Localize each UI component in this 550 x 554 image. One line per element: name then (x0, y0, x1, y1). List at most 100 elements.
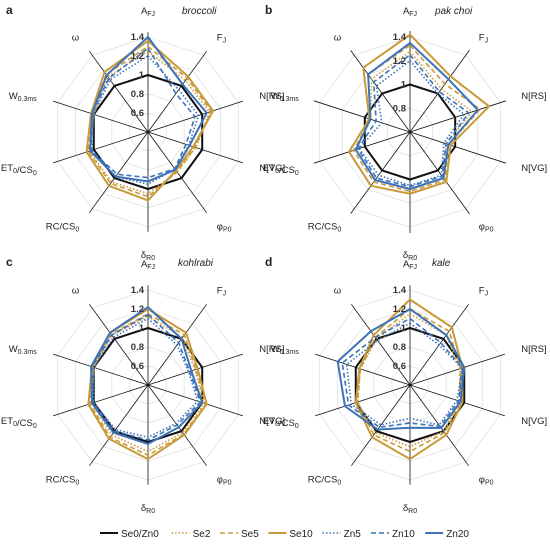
tick-label: 1 (139, 323, 145, 334)
axis-label: ET0/CS0 (263, 416, 299, 430)
series-se5 (89, 312, 207, 457)
axis-line (313, 131, 411, 164)
tick-label: 0.8 (393, 103, 406, 114)
axis-label: W0.3ms (9, 344, 38, 356)
series-zn20 (89, 36, 208, 183)
axis-line (89, 304, 149, 386)
tick-label: 1.2 (393, 56, 406, 67)
panel-title: broccoli (182, 6, 217, 17)
panel-letter: d (265, 255, 272, 269)
series-zn10 (90, 47, 196, 179)
legend-label: Se2 (193, 529, 211, 540)
axis-label: φP0 (479, 475, 494, 487)
series-zn20 (354, 41, 479, 190)
series-zn10 (341, 317, 464, 429)
axis-label: ET0/CS0 (1, 416, 37, 430)
radar-panel-b: 0.8 1 1.2 1.4 AFJ FJ N[RS] N[VG] φP0 δR0 RC/CS0 ET0… (263, 3, 547, 262)
axis-label: AFJ (141, 6, 155, 18)
axis-label: W0.3ms (271, 344, 300, 356)
axis-label: N[VG] (521, 416, 547, 427)
axis-label: AFJ (403, 6, 417, 18)
panel-letter: a (6, 3, 13, 17)
series-se5 (356, 308, 462, 453)
tick-label: 1.4 (131, 32, 145, 43)
axis-line (409, 353, 505, 386)
axis-line (315, 353, 411, 386)
axis-label: FJ (217, 32, 226, 44)
axis-label: AFJ (403, 259, 417, 271)
legend-label: Zn5 (344, 529, 362, 540)
axis-label: ET0/CS0 (1, 163, 37, 177)
radar-panel-d: 0.6 0.8 1 1.2 1.4 AFJ FJ N[RS] N[VG] φP0 δR0 RC/CS0… (263, 255, 547, 515)
series-zn5 (345, 322, 464, 426)
series-zn10 (91, 313, 202, 441)
tick-label: 0.8 (131, 89, 144, 100)
axis-line (147, 384, 243, 417)
panel-letter: b (265, 3, 272, 17)
axis-line (409, 384, 469, 466)
radar-panel-a: 0.6 0.8 1 1.2 1.4 AFJ FJ N[RS] N[VG] φP0 δR0 RC/CS0… (1, 3, 285, 262)
legend-label: Zn20 (446, 529, 469, 540)
axis-label: ω (72, 32, 80, 43)
legend-label: Se5 (241, 529, 259, 540)
tick-label: 1 (139, 70, 145, 81)
axis-label: N[RS] (259, 344, 284, 355)
axis-label: N[RS] (521, 344, 546, 355)
series-zn5 (91, 55, 200, 186)
axis-line (409, 131, 507, 164)
axis-label: RC/CS0 (308, 222, 342, 234)
axis-label: N[RS] (521, 91, 546, 102)
tick-label: 0.6 (131, 108, 144, 119)
axis-line (89, 384, 149, 466)
tick-label: 0.8 (393, 342, 406, 353)
axis-line (409, 50, 470, 133)
tick-label: 1.2 (131, 51, 144, 62)
axis-label: RC/CS0 (46, 475, 80, 487)
series-se2 (354, 50, 473, 190)
axis-label: ET0/CS0 (263, 163, 299, 177)
series-se10 (348, 33, 491, 195)
series-se10 (354, 298, 464, 461)
tick-label: 1 (401, 80, 407, 91)
axis-line (89, 51, 149, 133)
axis-line (350, 131, 411, 214)
axis-line (53, 100, 149, 133)
axis-line (409, 100, 507, 133)
axis-line (89, 131, 149, 213)
axis-label: φP0 (217, 475, 232, 487)
axis-line (409, 131, 470, 214)
tick-label: 1 (401, 323, 407, 334)
tick-label: 1.4 (131, 285, 145, 296)
axis-label: ω (72, 285, 80, 296)
axis-label: W0.3ms (271, 91, 300, 103)
axis-label: ω (334, 32, 342, 43)
tick-label: 0.6 (393, 361, 406, 372)
panel-title: kohlrabi (178, 258, 214, 269)
axis-line (313, 100, 411, 133)
axis-line (350, 50, 411, 133)
panel-letter: c (6, 255, 13, 269)
tick-label: 0.6 (131, 361, 144, 372)
series-se0-zn0 (92, 327, 204, 443)
axis-label: N[VG] (259, 416, 285, 427)
axis-label: N[RS] (259, 91, 284, 102)
axis-label: RC/CS0 (46, 222, 80, 234)
axis-line (147, 51, 207, 133)
series-zn20 (90, 306, 204, 445)
legend: Se0/Zn0 Se2 Se5 Se10 Zn5 Zn10 Zn20 (100, 529, 469, 540)
axis-label: δR0 (403, 250, 417, 262)
axis-label: FJ (479, 32, 488, 44)
tick-label: 1.2 (393, 304, 406, 315)
panel-title: pak choi (434, 6, 473, 17)
axis-line (53, 131, 149, 164)
axis-label: N[VG] (259, 163, 285, 174)
axis-line (315, 384, 411, 417)
tick-label: 1.4 (393, 285, 407, 296)
axis-label: δR0 (141, 503, 155, 515)
axis-line (147, 353, 243, 386)
axis-line (351, 304, 411, 386)
axis-label: RC/CS0 (308, 475, 342, 487)
radar-panel-c: 0.6 0.8 1 1.2 1.4 AFJ FJ N[RS] N[VG] φP0 δR0 RC/CS0… (1, 255, 285, 515)
series-zn10 (357, 54, 470, 188)
axis-label: FJ (479, 285, 488, 297)
